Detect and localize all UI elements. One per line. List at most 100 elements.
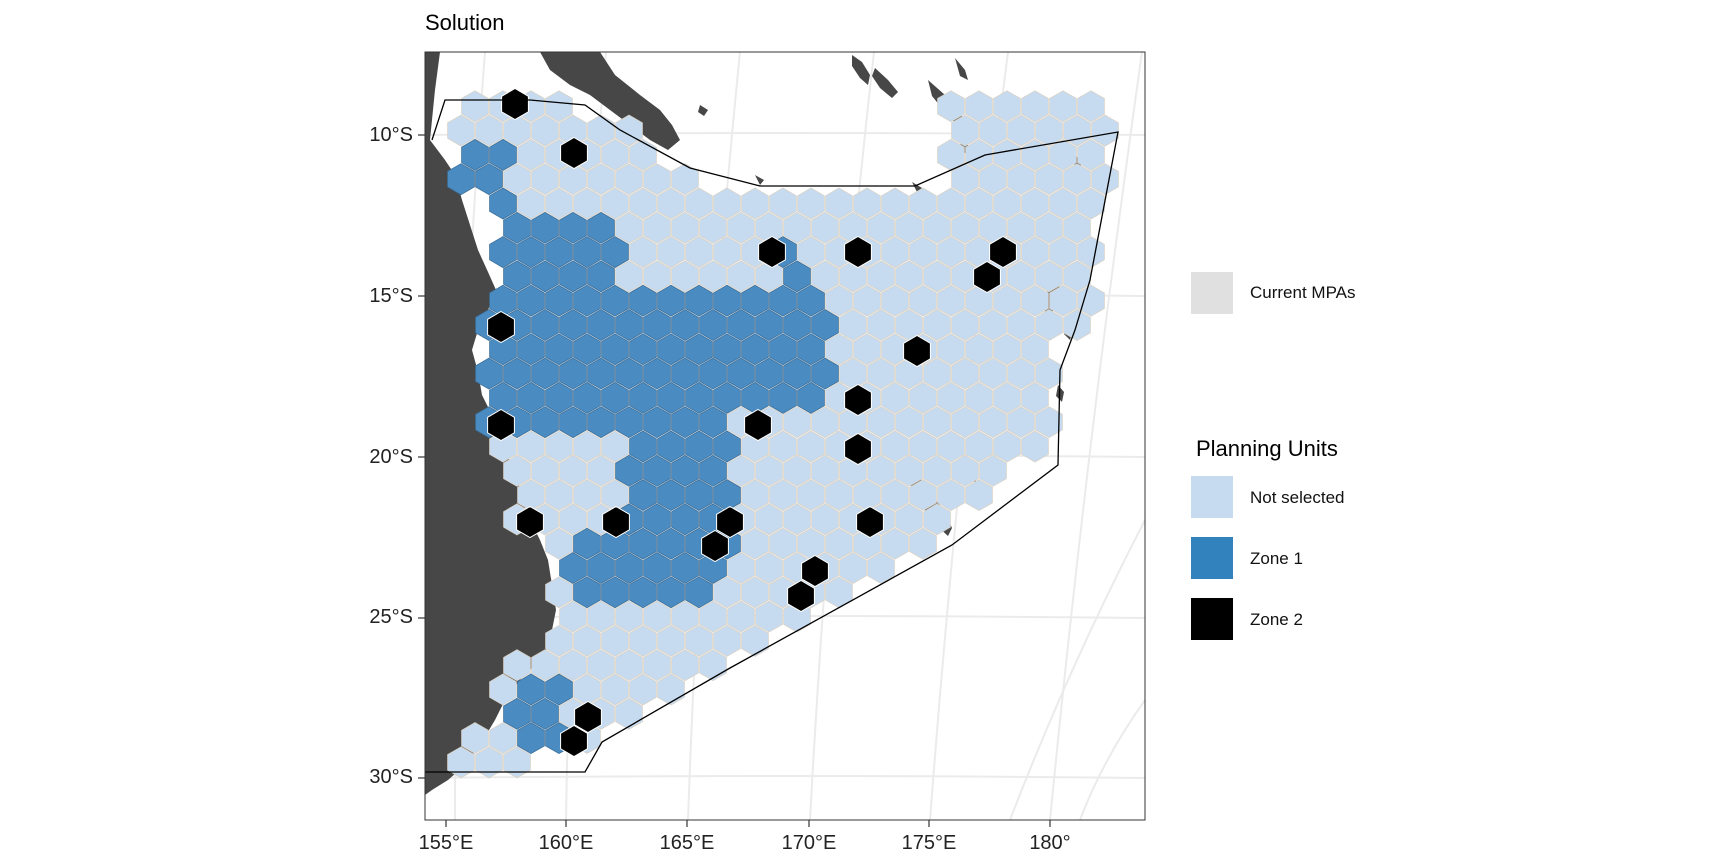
- planning-unit-not-selected: [783, 406, 811, 439]
- planning-unit-zone-1: [531, 406, 559, 439]
- planning-unit-zone-1: [643, 503, 671, 536]
- planning-units-grid: [447, 87, 1119, 779]
- planning-unit-not-selected: [839, 260, 867, 293]
- planning-unit-not-selected: [825, 479, 853, 512]
- planning-unit-not-selected: [573, 187, 601, 220]
- planning-unit-not-selected: [601, 673, 629, 706]
- planning-unit-not-selected: [517, 430, 545, 463]
- planning-unit-not-selected: [643, 649, 671, 682]
- planning-unit-not-selected: [1077, 284, 1105, 317]
- planning-unit-zone-1: [587, 309, 615, 341]
- planning-unit-not-selected: [489, 722, 517, 755]
- planning-unit-zone-2: [716, 505, 744, 539]
- planning-unit-not-selected: [545, 527, 573, 560]
- planning-unit-not-selected: [559, 649, 587, 682]
- planning-unit-not-selected: [1035, 163, 1063, 196]
- planning-unit-not-selected: [727, 600, 755, 633]
- planning-unit-zone-1: [671, 454, 699, 487]
- planning-unit-not-selected: [867, 309, 895, 341]
- planning-unit-not-selected: [545, 187, 573, 220]
- planning-unit-not-selected: [587, 163, 615, 196]
- planning-unit-not-selected: [517, 187, 545, 220]
- planning-unit-zone-1: [545, 333, 573, 366]
- planning-unit-not-selected: [783, 454, 811, 487]
- landmass-north-island: [540, 52, 680, 150]
- planning-unit-not-selected: [811, 454, 839, 487]
- planning-unit-not-selected: [951, 163, 979, 196]
- planning-unit-zone-1: [531, 357, 559, 390]
- planning-unit-not-selected: [545, 90, 573, 123]
- planning-unit-not-selected: [811, 406, 839, 439]
- planning-unit-not-selected: [447, 114, 475, 147]
- planning-unit-zone-1: [503, 697, 531, 730]
- planning-unit-not-selected: [895, 454, 923, 487]
- planning-unit-zone-1: [685, 430, 713, 463]
- planning-unit-zone-1: [671, 357, 699, 390]
- planning-unit-not-selected: [937, 479, 965, 512]
- planning-unit-not-selected: [755, 454, 783, 487]
- planning-unit-not-selected: [503, 649, 531, 682]
- planning-unit-not-selected: [503, 454, 531, 487]
- planning-unit-not-selected: [951, 454, 979, 487]
- planning-unit-not-selected: [811, 260, 839, 293]
- planning-unit-zone-1: [447, 163, 475, 196]
- planning-unit-zone-1: [615, 454, 643, 487]
- planning-unit-zone-1: [545, 284, 573, 317]
- planning-unit-not-selected: [545, 430, 573, 463]
- planning-unit-zone-2: [487, 310, 515, 344]
- planning-unit-not-selected: [979, 406, 1007, 439]
- planning-unit-zone-1: [489, 138, 517, 171]
- planning-unit-not-selected: [615, 600, 643, 633]
- planning-unit-not-selected: [895, 211, 923, 244]
- planning-unit-zone-1: [713, 381, 741, 414]
- planning-unit-zone-1: [559, 552, 587, 584]
- graticule-longitude-line: [1079, 699, 1145, 820]
- planning-unit-not-selected: [993, 138, 1021, 171]
- planning-unit-not-selected: [531, 114, 559, 147]
- planning-unit-zone-1: [587, 406, 615, 439]
- planning-unit-zone-1: [503, 211, 531, 244]
- planning-unit-not-selected: [685, 624, 713, 657]
- planning-unit-zone-1: [517, 673, 545, 706]
- planning-unit-not-selected: [993, 90, 1021, 123]
- planning-unit-not-selected: [937, 333, 965, 366]
- planning-unit-zone-1: [587, 552, 615, 584]
- planning-unit-zone-1: [643, 406, 671, 439]
- planning-unit-not-selected: [503, 114, 531, 147]
- planning-unit-not-selected: [965, 138, 993, 171]
- planning-unit-not-selected: [629, 624, 657, 657]
- planning-unit-zone-2: [844, 235, 872, 269]
- planning-unit-not-selected: [573, 624, 601, 657]
- planning-unit-not-selected: [825, 527, 853, 560]
- y-tick-label-30s: 30°S: [369, 766, 413, 788]
- planning-unit-not-selected: [531, 163, 559, 196]
- planning-unit-not-selected: [615, 163, 643, 196]
- planning-unit-zone-1: [475, 163, 503, 196]
- planning-unit-zone-1: [783, 309, 811, 341]
- y-tick-label-25s: 25°S: [369, 606, 413, 628]
- planning-unit-not-selected: [923, 260, 951, 293]
- planning-unit-not-selected: [797, 236, 825, 269]
- planning-unit-not-selected: [1035, 260, 1063, 293]
- planning-unit-not-selected: [1063, 163, 1091, 196]
- planning-unit-zone-1: [783, 357, 811, 390]
- planning-unit-not-selected: [1021, 187, 1049, 220]
- planning-unit-zone-1: [517, 284, 545, 317]
- planning-unit-not-selected: [923, 454, 951, 487]
- planning-unit-not-selected: [1091, 114, 1119, 147]
- planning-unit-not-selected: [797, 187, 825, 220]
- planning-unit-not-selected: [671, 649, 699, 682]
- planning-unit-not-selected: [755, 600, 783, 633]
- planning-unit-not-selected: [489, 430, 517, 463]
- planning-unit-not-selected: [881, 381, 909, 414]
- planning-unit-not-selected: [853, 284, 881, 317]
- planning-unit-zone-1: [573, 576, 601, 609]
- planning-unit-not-selected: [545, 576, 573, 609]
- planning-unit-not-selected: [517, 138, 545, 171]
- planning-unit-zone-1: [559, 406, 587, 439]
- axis-ticks: [418, 134, 1051, 827]
- planning-unit-not-selected: [839, 309, 867, 341]
- y-tick-label-20s: 20°S: [369, 446, 413, 468]
- planning-unit-not-selected: [1007, 309, 1035, 341]
- planning-unit-not-selected: [1007, 163, 1035, 196]
